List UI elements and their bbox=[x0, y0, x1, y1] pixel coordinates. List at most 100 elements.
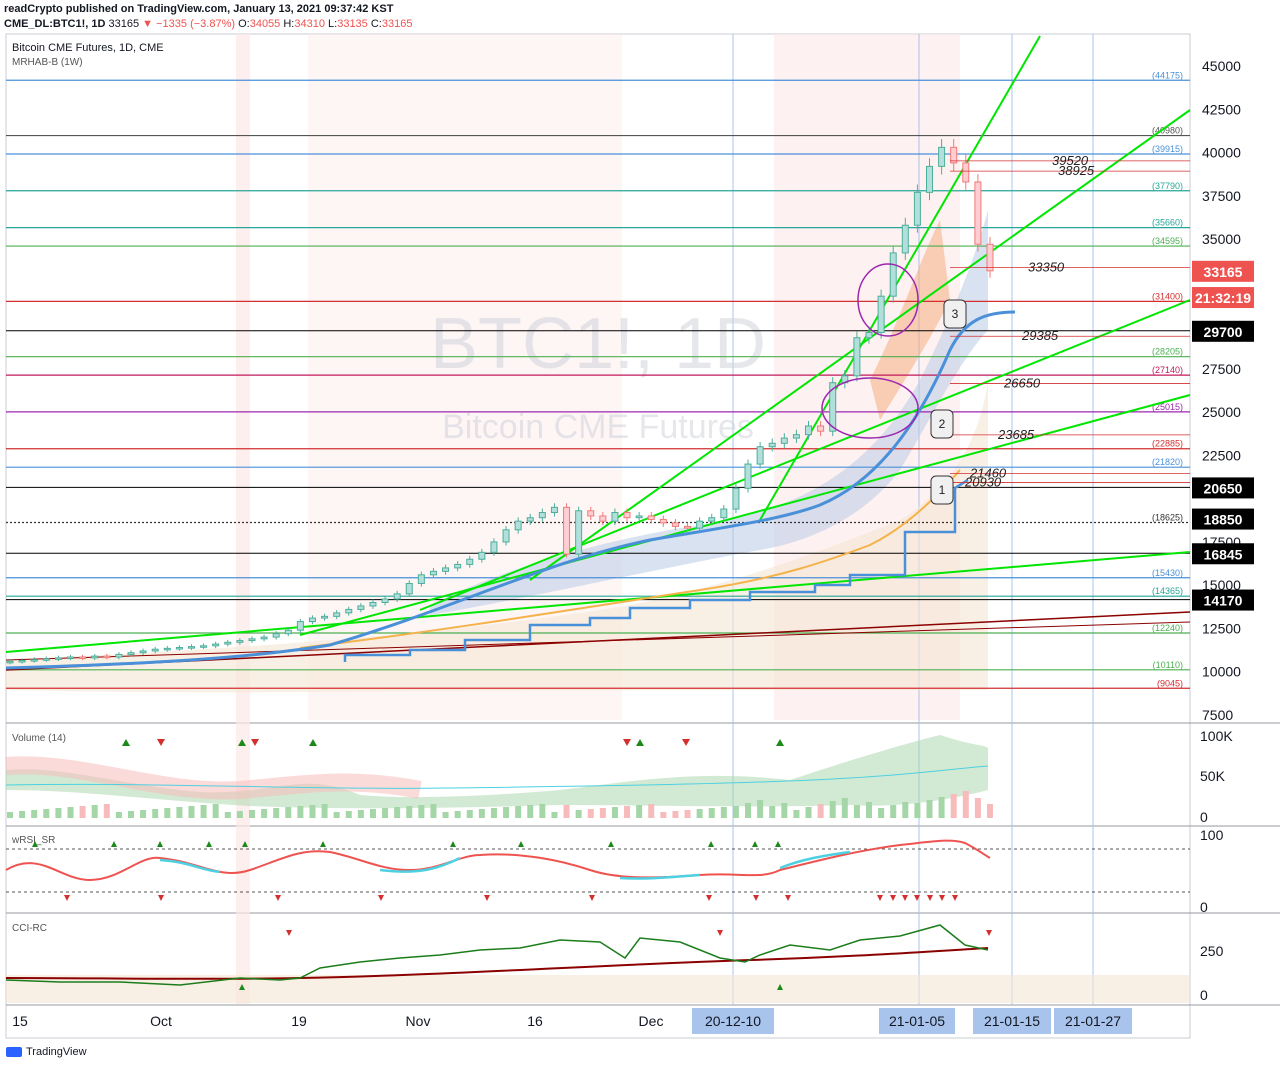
trend-line-green bbox=[419, 299, 1191, 611]
volume-bar bbox=[599, 808, 606, 818]
cci-legend: CCI-RC bbox=[12, 923, 47, 934]
sell-signal-icon bbox=[158, 895, 164, 901]
candle bbox=[563, 506, 571, 555]
volume-bar bbox=[19, 811, 26, 818]
sell-signal-icon bbox=[484, 895, 490, 901]
candle bbox=[526, 517, 534, 522]
buy-signal-icon bbox=[111, 841, 117, 847]
annotation-text: 39520 bbox=[1052, 153, 1089, 168]
volume-bar bbox=[200, 805, 207, 818]
candle bbox=[635, 515, 643, 519]
candle bbox=[260, 636, 268, 640]
level-label: (34595) bbox=[1152, 236, 1183, 246]
sell-signal-icon bbox=[753, 895, 759, 901]
sell-signal-icon bbox=[682, 739, 690, 746]
volume-bar bbox=[853, 805, 860, 818]
pane-axes: 100K 50K 0 100 0 250 0 bbox=[1200, 728, 1233, 1003]
volume-bar bbox=[515, 806, 522, 818]
buy-signal-icon bbox=[450, 841, 456, 847]
volume-bar bbox=[624, 806, 631, 818]
volume-bar bbox=[454, 811, 461, 818]
volume-bar bbox=[938, 797, 945, 818]
cci-line bbox=[5, 924, 989, 986]
price-badge bbox=[1192, 589, 1254, 611]
price-axis[interactable]: 45000 42500 40000 37500 35000 27500 25000 22500… bbox=[1202, 58, 1241, 723]
rsi-signals bbox=[32, 841, 958, 901]
volume-bar bbox=[866, 802, 873, 818]
price-badge-text: 18850 bbox=[1204, 512, 1243, 528]
level-label: (27140) bbox=[1152, 365, 1183, 375]
rsi-line bbox=[5, 839, 991, 882]
volume-ma-line bbox=[5, 765, 989, 789]
sell-signal-icon bbox=[623, 739, 631, 746]
price-tick-label: 37500 bbox=[1202, 188, 1241, 204]
buy-signal-icon bbox=[122, 739, 130, 746]
volume-bar bbox=[285, 807, 292, 818]
sell-signal-icon bbox=[157, 739, 165, 746]
candle bbox=[938, 146, 946, 167]
time-badge bbox=[973, 1008, 1051, 1034]
buy-signal-icon bbox=[239, 984, 245, 990]
price-badge-text: 33165 bbox=[1204, 264, 1243, 280]
volume-band-red bbox=[5, 756, 422, 800]
candle bbox=[684, 525, 692, 529]
sell-signal-icon bbox=[717, 930, 723, 936]
price-badges: 33165 21:32:19 29700 20650 18850 16845 14170 bbox=[1192, 260, 1254, 611]
candle bbox=[200, 645, 208, 648]
candles bbox=[6, 138, 994, 665]
candle bbox=[308, 617, 316, 623]
price-tick-label: 45000 bbox=[1202, 58, 1241, 74]
volume-bar bbox=[478, 809, 485, 818]
time-tick-label: 16 bbox=[527, 1013, 543, 1029]
callout-box bbox=[930, 409, 954, 439]
volume-bar bbox=[878, 808, 885, 818]
candle bbox=[103, 655, 111, 659]
volume-axis-label: 0 bbox=[1200, 809, 1208, 825]
candle bbox=[54, 657, 62, 660]
volume-bar bbox=[224, 812, 231, 818]
volume-bar bbox=[732, 806, 739, 818]
candle bbox=[817, 425, 825, 432]
candle bbox=[550, 506, 558, 514]
volume-bar bbox=[103, 804, 110, 818]
price-tick-label: 12500 bbox=[1202, 620, 1241, 636]
candle bbox=[575, 510, 583, 555]
tradingview-logo[interactable]: TradingView bbox=[6, 1046, 87, 1058]
volume-bar bbox=[297, 806, 304, 818]
volume-bar bbox=[490, 808, 497, 818]
volume-bar bbox=[236, 811, 243, 818]
volume-bar bbox=[7, 812, 13, 818]
candle bbox=[877, 295, 885, 334]
cci-signal-line bbox=[5, 947, 989, 980]
volume-bar bbox=[418, 805, 425, 818]
callout-label: 2 bbox=[939, 417, 946, 431]
candle bbox=[381, 598, 389, 604]
volume-axis-label: 100K bbox=[1200, 728, 1233, 744]
callout-label: 3 bbox=[952, 307, 959, 321]
time-badge bbox=[1054, 1008, 1132, 1034]
volume-bar bbox=[43, 809, 50, 818]
sell-signal-icon bbox=[986, 930, 992, 936]
rsi-line-cyan bbox=[159, 850, 851, 880]
candle bbox=[127, 652, 135, 655]
volume-bar bbox=[757, 800, 764, 818]
candle bbox=[454, 563, 462, 569]
candle bbox=[30, 659, 38, 662]
open-value: 34055 bbox=[249, 18, 281, 30]
annotation-text: 33350 bbox=[1028, 260, 1065, 275]
level-label: (39915) bbox=[1152, 144, 1183, 154]
volume-bar bbox=[527, 805, 534, 818]
price-tick-label: 15000 bbox=[1202, 577, 1241, 593]
candle bbox=[417, 574, 425, 584]
volume-band bbox=[6, 735, 988, 809]
buy-signal-icon bbox=[320, 841, 326, 847]
candle bbox=[490, 541, 498, 553]
level-label: (14365) bbox=[1152, 586, 1183, 596]
price-cloud bbox=[6, 380, 988, 693]
annotation-text: 29385 bbox=[1021, 328, 1059, 343]
candle bbox=[756, 446, 764, 465]
time-axis[interactable]: 15 Oct 19 Nov 16 Dec 20-12-10 21-01-05 21-01-15 2… bbox=[12, 1008, 1132, 1034]
price-badge-text: 16845 bbox=[1204, 546, 1243, 562]
tradingview-logo-icon bbox=[6, 1047, 22, 1057]
